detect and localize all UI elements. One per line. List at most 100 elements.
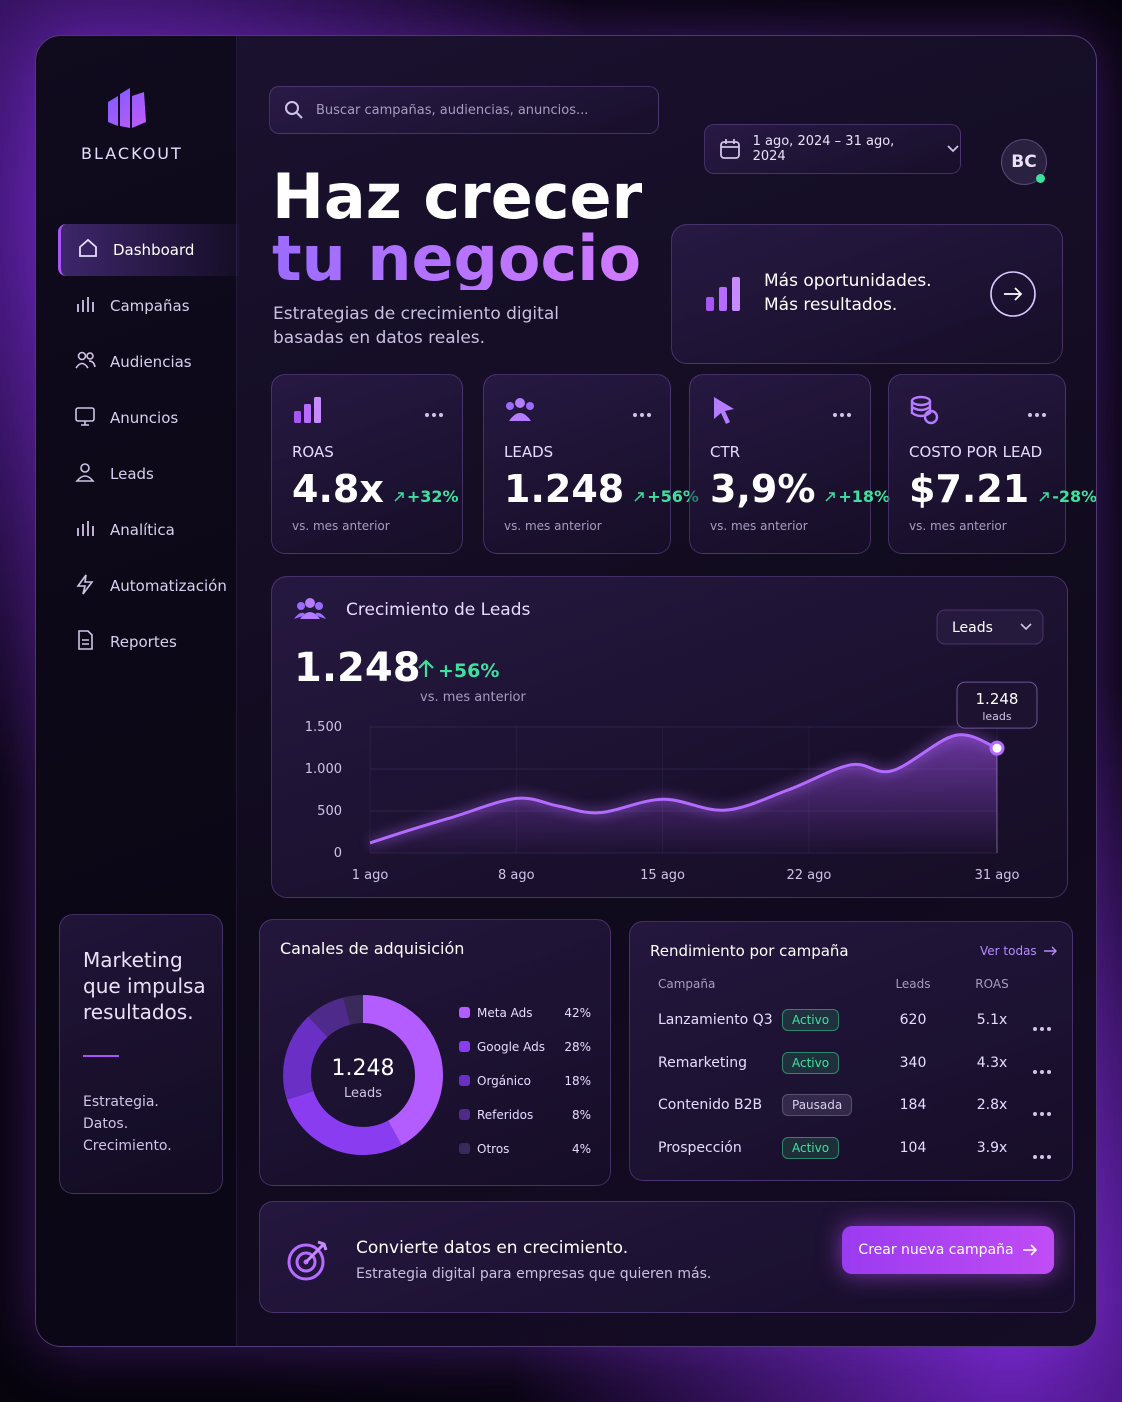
nav-icon — [58, 629, 110, 655]
kpi-change: +32% — [406, 487, 459, 506]
nav-item[interactable]: Dashboard — [58, 224, 239, 276]
row-menu[interactable] — [1032, 1145, 1052, 1164]
nav-icon — [58, 293, 110, 319]
nav-label: Automatización — [110, 577, 227, 595]
x-tick-label: 15 ago — [640, 868, 685, 883]
view-all-link[interactable]: Ver todas — [980, 944, 1059, 958]
nav-label: Dashboard — [113, 241, 195, 259]
leads-chart: Crecimiento de Leads 1.248 +56% vs. mes … — [294, 598, 1044, 883]
banner-arrow[interactable] — [988, 269, 1038, 319]
cta-arrow — [1022, 1244, 1037, 1256]
status-badge: Activo — [782, 1009, 840, 1031]
logo-icon — [108, 88, 146, 128]
legend-swatch — [459, 1007, 470, 1018]
tooltip-value: 1.248 — [976, 690, 1019, 708]
online-dot — [1036, 174, 1045, 183]
line-area — [370, 734, 997, 853]
nav-item[interactable]: Anuncios — [58, 392, 236, 444]
nav-item[interactable]: Reportes — [58, 616, 236, 668]
legend-value: 28% — [564, 1040, 591, 1054]
kpi-value-row: 1.248 +56% — [504, 467, 699, 511]
legend-label: Google Ads — [477, 1040, 545, 1054]
status-badge: Activo — [782, 1051, 840, 1074]
legend-swatch — [459, 1075, 470, 1086]
row-menu[interactable] — [1032, 1102, 1052, 1121]
x-tick-label: 8 ago — [498, 868, 535, 883]
chart-selector[interactable] — [936, 609, 1044, 645]
nav-icon-svg — [76, 574, 94, 595]
promo-divider — [83, 1055, 119, 1057]
kpi-note: vs. mes anterior — [504, 519, 602, 533]
row-menu[interactable] — [1032, 1017, 1052, 1036]
nav-icon — [58, 405, 110, 431]
leads-cell: 184 — [899, 1097, 927, 1113]
nav-icon — [58, 461, 110, 487]
chart-note: vs. mes anterior — [420, 690, 527, 705]
campaign-name: Lanzamiento Q3 — [658, 1012, 773, 1028]
kpi-change: -28% — [1052, 487, 1097, 506]
legend-label: Otros — [477, 1142, 509, 1156]
kpi-card: ROAS 4.8x +32% vs. mes anterior — [271, 374, 463, 554]
nav-icon-svg — [75, 463, 95, 482]
nav-icon — [58, 517, 110, 543]
kpi-note: vs. mes anterior — [292, 519, 390, 533]
x-tick-label: 31 ago — [975, 868, 1020, 883]
cta-button[interactable]: Crear nueva campaña — [842, 1226, 1054, 1274]
nav-icon — [61, 237, 113, 263]
tooltip-unit: leads — [982, 710, 1012, 723]
trend-arrow — [634, 492, 644, 502]
kpi-card: COSTO POR LEAD $7.21 -28% vs. mes anterior — [888, 374, 1096, 554]
hero-subtitle-line: basadas en datos reales. — [273, 328, 486, 348]
tooltip — [956, 681, 1038, 729]
cta-card: Convierte datos en crecimiento. Estrateg… — [259, 1201, 1075, 1313]
up-arrow — [418, 659, 434, 677]
kpi-note: vs. mes anterior — [909, 519, 1007, 533]
kpi-change: +56% — [647, 487, 699, 506]
kpi-trend-icon — [1039, 487, 1049, 506]
leads-chart-card: Crecimiento de Leads 1.248 +56% vs. mes … — [271, 576, 1068, 898]
nav-item[interactable]: Automatización — [58, 560, 236, 612]
kpi-menu[interactable] — [632, 403, 652, 422]
hero-subtitle-line: Estrategias de crecimiento digital — [273, 304, 559, 324]
cta-button-label: Crear nueva campaña — [858, 1242, 1014, 1258]
banner-line: Más resultados. — [764, 295, 898, 315]
promo-title-line: resultados. — [83, 1000, 194, 1024]
nav-item[interactable]: Campañas — [58, 280, 236, 332]
campaign-name: Remarketing — [658, 1054, 748, 1071]
kpi-menu[interactable] — [1027, 403, 1047, 422]
kpi-icon-svg — [506, 398, 534, 421]
kpi-card: LEADS 1.248 +56% vs. mes anterior — [483, 374, 699, 554]
kpi-menu[interactable] — [424, 403, 444, 422]
legend-value: 42% — [564, 1006, 591, 1020]
trend-arrow — [825, 492, 836, 502]
nav-item[interactable]: Leads — [58, 448, 236, 500]
view-all-label: Ver todas — [980, 944, 1037, 958]
menu-dots — [1033, 1027, 1051, 1031]
search-box[interactable]: Buscar campañas, audiencias, anuncios... — [269, 86, 659, 134]
kpi-label: COSTO POR LEAD — [909, 443, 1043, 461]
dashboard-panel: BLACKOUT Marketing que impulsa resultados.… — [35, 35, 1097, 1347]
menu-dots — [1033, 1112, 1051, 1116]
trend-arrow — [394, 492, 404, 502]
hero-title-line2: tu negocio — [272, 222, 642, 295]
nav-icon — [58, 573, 110, 599]
menu-dots — [1033, 1154, 1051, 1159]
search-icon — [285, 101, 303, 119]
cta-title: Convierte datos en crecimiento. — [356, 1238, 629, 1258]
row-menu[interactable] — [1032, 1060, 1052, 1079]
donut-segment — [283, 995, 443, 1155]
hero-subtitle: Estrategias de crecimiento digital basada… — [273, 302, 559, 350]
channels-card: Canales de adquisición 1.248 Leads Meta … — [259, 919, 611, 1186]
legend-swatch — [459, 1143, 470, 1154]
legend-label: Orgánico — [477, 1074, 531, 1088]
kpi-trend-icon — [634, 487, 644, 506]
nav-item[interactable]: Analítica — [58, 504, 236, 556]
donut-segment — [283, 995, 443, 1155]
table-header: Leads — [895, 977, 931, 991]
date-picker[interactable]: 1 ago, 2024 – 31 ago, 2024 — [704, 124, 961, 174]
menu-dots — [1033, 1069, 1051, 1074]
nav-icon-svg — [75, 407, 95, 426]
nav-item[interactable]: Audiencias — [58, 336, 236, 388]
kpi-menu[interactable] — [832, 403, 852, 422]
